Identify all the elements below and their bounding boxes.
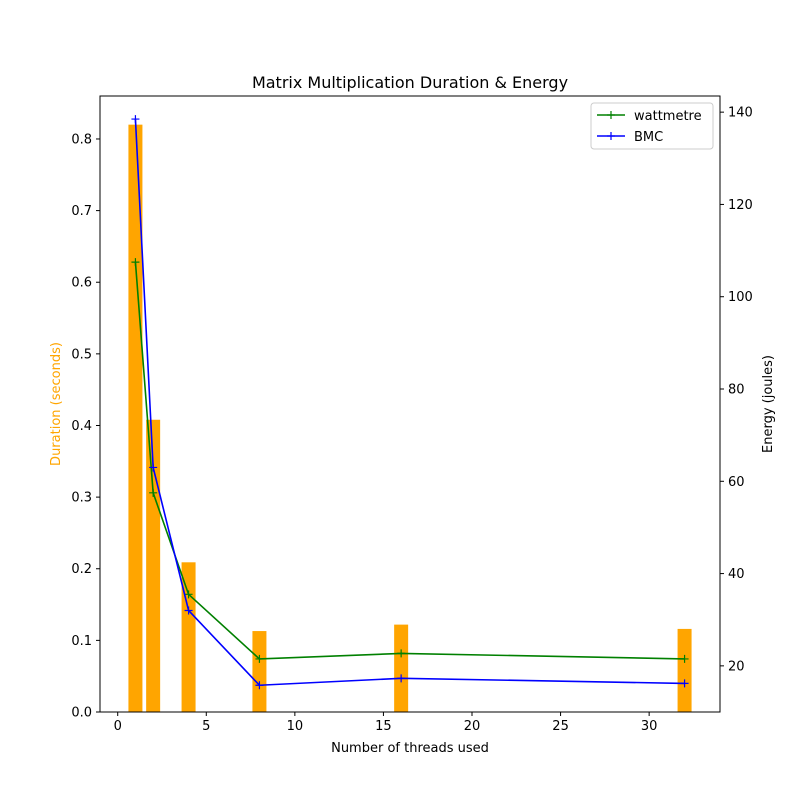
bmc-marker-32	[680, 679, 689, 688]
duration-bar-1	[128, 124, 143, 712]
left-y-tick-label-0: 0.0	[71, 706, 92, 721]
x-axis-ticks: 0 5 10 15 20 25 30	[114, 712, 658, 734]
bmc-marker-1	[131, 115, 140, 124]
x-tick-label-5: 5	[202, 719, 210, 734]
energy-lines	[131, 115, 689, 690]
right-y-tick-label-60: 60	[728, 475, 745, 490]
wattmetre-marker-8	[255, 654, 264, 663]
left-y-tick-label-0.6: 0.6	[71, 276, 92, 291]
x-axis-label: Number of threads used	[331, 741, 489, 756]
duration-bar-32	[677, 628, 692, 712]
right-y-tick-label-20: 20	[728, 659, 745, 674]
duration-bar-4	[181, 562, 196, 712]
duration-bars	[128, 124, 692, 712]
left-y-tick-label-0.5: 0.5	[71, 347, 92, 362]
left-y-tick-label-0.8: 0.8	[71, 132, 92, 147]
right-y-tick-label-80: 80	[728, 383, 745, 398]
x-tick-label-15: 15	[375, 719, 392, 734]
wattmetre-marker-2	[149, 488, 158, 497]
legend: wattmetre BMC	[590, 102, 714, 150]
right-y-tick-label-40: 40	[728, 567, 745, 582]
x-tick-label-10: 10	[287, 719, 304, 734]
left-y-tick-label-0.7: 0.7	[71, 204, 92, 219]
plot-frame	[99, 95, 721, 713]
bmc-line	[134, 119, 685, 687]
wattmetre-marker-1	[131, 258, 140, 267]
left-y-tick-label-0.2: 0.2	[71, 562, 92, 577]
x-tick-label-20: 20	[464, 719, 481, 734]
duration-bar-8	[252, 631, 267, 712]
wattmetre-marker-16	[397, 649, 406, 658]
x-tick-label-30: 30	[641, 719, 658, 734]
wattmetre-marker-4	[184, 590, 193, 599]
wattmetre-marker-32	[680, 654, 689, 663]
wattmetre-line	[134, 262, 685, 660]
left-y-tick-label-0.1: 0.1	[71, 634, 92, 649]
right-y-tick-label-100: 100	[728, 290, 753, 305]
legend-wattmetre-marker	[607, 111, 615, 119]
bmc-marker-4	[184, 606, 193, 615]
duration-bar-16	[394, 624, 409, 712]
left-y-tick-label-0.3: 0.3	[71, 491, 92, 506]
left-y-axis-ticks: 0.0 0.1 0.2 0.3 0.4 0.5 0.6 0.7 0.8	[71, 132, 100, 721]
bmc-marker-2	[149, 463, 158, 472]
right-y-axis-ticks: 20 40 60 80 100 120 140	[720, 106, 753, 674]
bmc-marker-8	[255, 681, 264, 690]
x-tick-label-0: 0	[114, 719, 122, 734]
legend-bmc-marker	[607, 132, 615, 140]
chart-title: Matrix Multiplication Duration & Energy	[252, 73, 568, 92]
right-y-tick-label-120: 120	[728, 198, 753, 213]
legend-bmc-label: BMC	[634, 130, 663, 145]
right-y-tick-label-140: 140	[728, 106, 753, 121]
legend-wattmetre-label: wattmetre	[634, 109, 702, 124]
x-tick-label-25: 25	[552, 719, 569, 734]
right-y-axis-label: Energy (joules)	[761, 355, 776, 453]
bmc-marker-16	[397, 674, 406, 683]
left-y-axis-label: Duration (seconds)	[49, 342, 64, 466]
left-y-tick-label-0.4: 0.4	[71, 419, 92, 434]
